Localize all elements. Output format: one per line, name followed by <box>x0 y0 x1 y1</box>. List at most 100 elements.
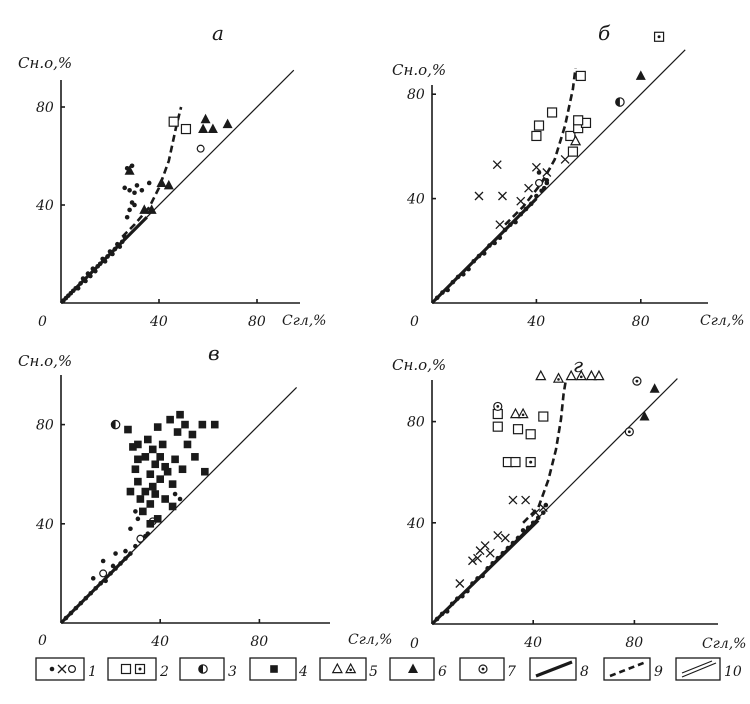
data-point-triangle-filled <box>635 70 646 80</box>
data-point-circle-open <box>136 534 145 543</box>
data-point-square-filled <box>158 440 167 449</box>
series-triangle-filled <box>635 70 646 80</box>
data-point-square-filled <box>136 495 145 503</box>
y-tick-label: 80 <box>407 415 425 431</box>
data-point-dot <box>455 596 460 601</box>
series-dot <box>63 491 183 621</box>
data-point-dot <box>123 556 128 561</box>
data-point-triangle-dot <box>575 369 587 381</box>
data-point-dot <box>528 201 534 207</box>
data-point-square-filled <box>183 440 192 449</box>
data-point-square-filled <box>141 453 150 461</box>
data-point-triangle-open <box>509 407 522 419</box>
legend-number: 7 <box>507 664 516 680</box>
origin-label: 0 <box>38 314 47 330</box>
data-point-square-open <box>168 116 179 127</box>
x-axis-label: Cгл,% <box>702 636 746 652</box>
legend-sample-triangle-filled <box>408 663 418 673</box>
data-point-dot <box>83 595 89 601</box>
data-point-dot <box>492 240 497 246</box>
data-point-triangle-filled <box>207 123 218 134</box>
panel-c: в Cн.о,% Cгл,% 0 40 80 40 80 <box>18 341 392 650</box>
series-dot <box>434 170 550 301</box>
legend-number: 9 <box>654 664 663 680</box>
series-triangle-filled <box>639 383 660 421</box>
data-point-dot <box>113 551 118 556</box>
data-point-circle-dot <box>632 376 642 386</box>
data-point-square-filled <box>129 443 137 451</box>
data-point-square-filled <box>146 470 155 478</box>
data-point-dot <box>449 601 455 607</box>
data-point-square-filled <box>153 515 162 523</box>
legend-number: 5 <box>369 664 378 680</box>
data-point-square-filled <box>156 475 164 483</box>
data-point-dot <box>93 268 98 274</box>
data-point-dot <box>485 566 490 571</box>
legend-number: 1 <box>88 664 97 680</box>
series-triangle-dot <box>517 369 587 419</box>
data-point-dot <box>124 214 130 220</box>
data-point-dot <box>119 239 125 245</box>
data-point-dot <box>172 491 178 497</box>
data-point-square-filled <box>168 502 177 511</box>
series-triangle-filled <box>124 113 233 214</box>
data-point-square-filled <box>153 423 162 431</box>
legend-item-7: 7 <box>459 657 516 681</box>
data-point-dot <box>145 531 151 537</box>
x-tick-label: 40 <box>526 314 545 330</box>
series-cross <box>455 495 548 588</box>
data-point-dot <box>127 188 132 193</box>
x-axis-label: Cгл,% <box>282 313 326 329</box>
data-point-square-filled <box>146 500 155 508</box>
legend-number: 6 <box>438 664 447 680</box>
data-point-square-filled <box>163 467 172 476</box>
data-point-dot <box>93 585 99 591</box>
data-point-cross <box>542 168 552 177</box>
data-point-square-filled <box>134 455 142 464</box>
data-point-dot <box>123 548 128 554</box>
data-point-dot <box>450 279 456 285</box>
data-point-dot <box>83 278 88 284</box>
data-point-square-open <box>525 429 536 440</box>
data-point-square-filled <box>168 480 177 488</box>
origin-label: 0 <box>410 314 419 330</box>
data-point-dot <box>133 509 138 514</box>
data-point-dot <box>177 496 183 502</box>
legend-sample-square-filled <box>270 665 278 673</box>
data-point-square-filled <box>188 430 197 439</box>
data-point-dot <box>139 188 145 193</box>
data-point-triangle-filled <box>139 204 150 214</box>
data-point-square-filled <box>139 507 147 516</box>
legend-item-6: 6 <box>389 657 447 681</box>
legend-sample-cross <box>57 664 67 674</box>
data-point-square-filled <box>134 477 142 486</box>
data-point-square-filled <box>148 482 157 491</box>
legend-item-4: 4 <box>249 657 308 681</box>
equality-line <box>431 49 686 304</box>
y-tick-label: 80 <box>36 418 54 434</box>
legend-sample-circle-dot <box>478 664 488 674</box>
data-point-dot <box>68 610 74 616</box>
data-point-square-filled <box>148 445 157 454</box>
data-point-dot <box>480 573 485 579</box>
data-point-square-open <box>512 424 524 435</box>
data-point-dot <box>63 615 69 621</box>
series-dot <box>434 502 549 622</box>
legend-item-9: 9 <box>603 657 663 681</box>
legend: 1 2 3 4 5 6 7 8 9 10 <box>35 657 742 681</box>
data-point-dot <box>132 190 137 196</box>
data-point-dot <box>88 273 93 279</box>
data-point-cross <box>474 191 484 201</box>
data-point-dot <box>541 510 546 515</box>
legend-sample-triangle-dot <box>345 662 357 674</box>
data-point-square-open <box>510 456 521 468</box>
data-point-dot <box>90 576 96 581</box>
x-tick-label: 80 <box>632 314 650 330</box>
data-point-triangle-filled <box>649 383 660 393</box>
data-point-dot <box>75 286 81 291</box>
data-point-square-filled <box>134 440 142 449</box>
data-point-cross <box>493 530 503 540</box>
data-point-dot <box>544 178 550 183</box>
data-point-dot <box>132 202 137 208</box>
data-point-square-filled <box>171 455 179 464</box>
